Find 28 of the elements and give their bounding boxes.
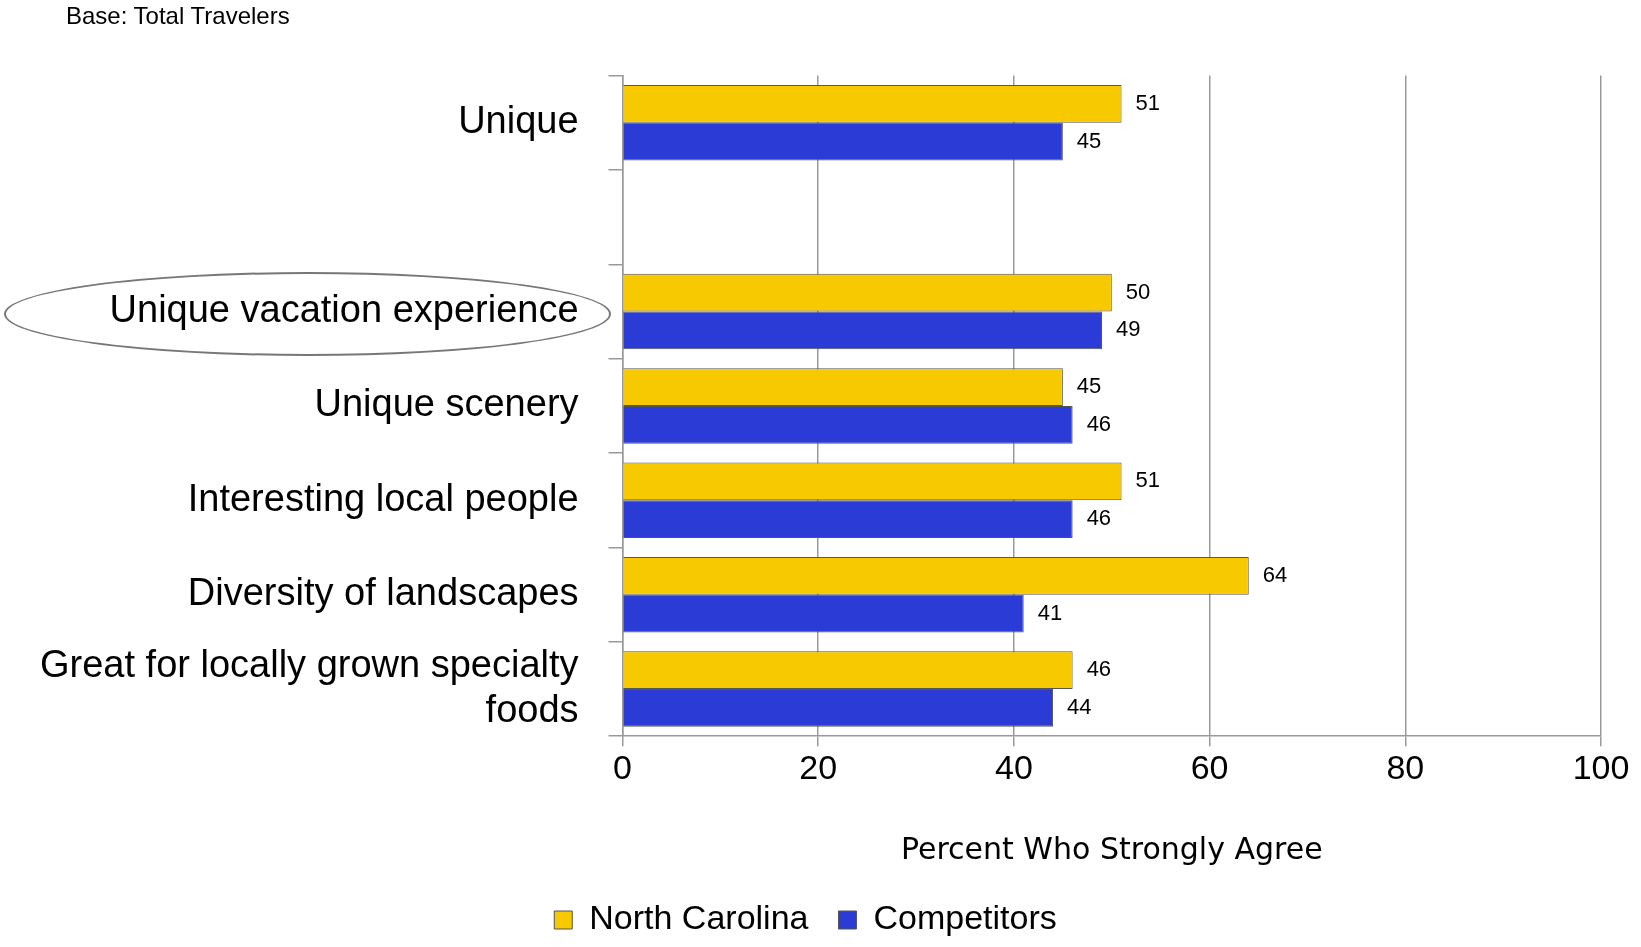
data-label: 45 (1076, 373, 1102, 399)
x-tick-label: 20 (799, 747, 838, 786)
y-tick-label: Unique (458, 99, 579, 142)
x-tick-label: 100 (1572, 747, 1630, 786)
legend-label: Competitors (873, 898, 1057, 937)
y-tick-label: Unique scenery (314, 382, 579, 425)
x-tick-label: 80 (1386, 747, 1425, 786)
data-label: 51 (1135, 467, 1161, 493)
y-tick-label: Interesting local people (187, 476, 579, 519)
data-label: 45 (1076, 127, 1102, 153)
data-label: 46 (1086, 410, 1112, 436)
legend-label: North Carolina (589, 898, 809, 937)
data-label: 46 (1086, 656, 1112, 682)
text: Base: Total Travelers (66, 2, 290, 30)
y-tick-label: Diversity of landscapes (187, 571, 579, 614)
data-label: 46 (1086, 505, 1112, 531)
data-label: 64 (1262, 561, 1288, 587)
x-tick-label: 40 (995, 747, 1033, 786)
y-tick-label: Unique vacation experience (109, 288, 579, 331)
x-tick-label: 0 (613, 747, 633, 786)
x-tick-label: 60 (1190, 747, 1229, 786)
data-label: 51 (1135, 89, 1161, 115)
data-label: 44 (1067, 693, 1092, 719)
x-axis-title: Percent Who Strongly Agree (900, 830, 1323, 866)
data-label: 49 (1115, 316, 1141, 342)
data-label: 41 (1037, 599, 1063, 625)
y-tick-label: Great for locally grown specialty foods (39, 642, 579, 731)
data-label: 50 (1125, 278, 1151, 304)
